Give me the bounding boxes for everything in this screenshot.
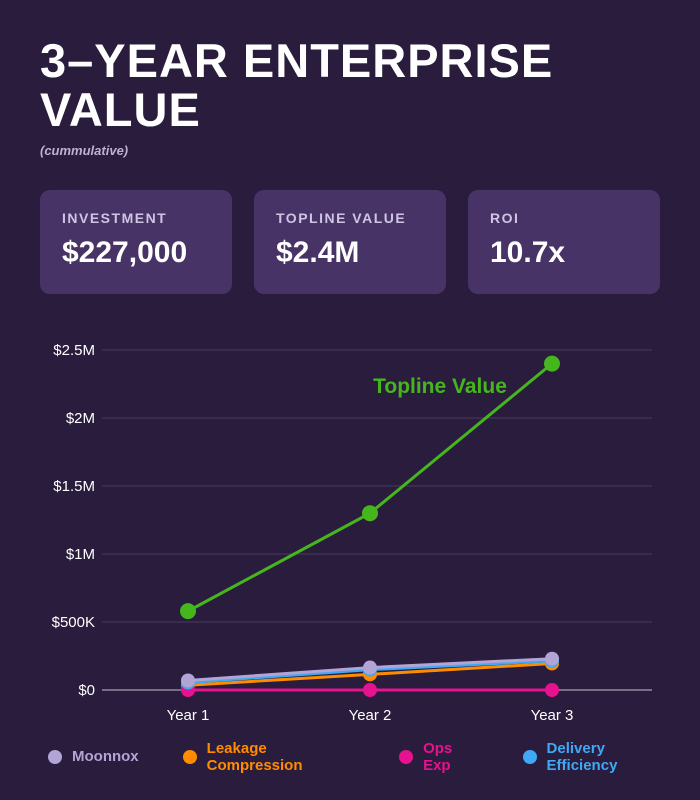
legend-item-leakage-compression: Leakage Compression bbox=[182, 739, 355, 774]
stat-label: INVESTMENT bbox=[62, 209, 168, 226]
legend-item-delivery-efficiency: Delivery Efficiency bbox=[522, 739, 670, 774]
data-point bbox=[363, 660, 377, 675]
line-chart: $0 $500K $1M $1.5M $2M $2.5M Year 1 Year 2 Year … bbox=[52, 342, 652, 724]
stat-value: $2.4M bbox=[276, 235, 360, 269]
data-point bbox=[363, 682, 377, 697]
series-annotation: Topline Value bbox=[373, 375, 507, 398]
legend-dot bbox=[48, 749, 62, 764]
stat-card-roi: ROI 10.7x bbox=[468, 189, 660, 294]
stat-cards: INVESTMENT $227,000 TOPLINE VALUE $2.4M … bbox=[40, 189, 670, 294]
stat-value: $227,000 bbox=[62, 235, 188, 269]
data-point bbox=[180, 602, 196, 619]
legend-item-ops-exp: Ops Exp bbox=[399, 740, 478, 774]
legend-item-moonnox: Moonnox bbox=[48, 748, 139, 765]
stat-value: 10.7x bbox=[490, 235, 566, 269]
stat-card-topline-value: TOPLINE VALUE $2.4M bbox=[254, 189, 446, 294]
page-subtitle: (cummulative) bbox=[40, 142, 129, 158]
y-tick-label: $0 bbox=[78, 682, 95, 699]
data-point bbox=[362, 504, 378, 521]
x-tick-label: Year 3 bbox=[531, 707, 574, 724]
series-line-topline-value bbox=[187, 362, 553, 613]
y-tick-label: $500K bbox=[52, 614, 95, 631]
legend-dot bbox=[522, 749, 537, 764]
legend-label: Moonnox bbox=[72, 748, 139, 766]
y-tick-label: $1M bbox=[66, 546, 95, 563]
data-point bbox=[544, 355, 560, 372]
legend-label: Ops Exp bbox=[423, 739, 453, 774]
chart-legend: Moonnox Leakage Compression Ops Exp Deliver… bbox=[40, 740, 670, 774]
page-title: 3–YEAR ENTERPRISE VALUE bbox=[40, 34, 554, 137]
stat-label: ROI bbox=[490, 209, 520, 226]
y-tick-label: $2.5M bbox=[53, 342, 95, 359]
y-tick-label: $2M bbox=[66, 410, 95, 427]
legend-label: Delivery Efficiency bbox=[546, 739, 618, 774]
stat-label: TOPLINE VALUE bbox=[276, 209, 407, 226]
stat-card-investment: INVESTMENT $227,000 bbox=[40, 189, 232, 294]
x-tick-label: Year 2 bbox=[349, 707, 392, 724]
data-point bbox=[181, 673, 195, 688]
data-point bbox=[545, 651, 559, 666]
y-tick-label: $1.5M bbox=[53, 478, 95, 495]
legend-dot bbox=[182, 749, 197, 764]
legend-label: Leakage Compression bbox=[206, 739, 303, 774]
data-point bbox=[545, 682, 559, 697]
legend-dot bbox=[399, 749, 414, 764]
enterprise-value-chart: $0 $500K $1M $1.5M $2M $2.5M Year 1 Year 2 Year … bbox=[40, 332, 670, 732]
x-tick-label: Year 1 bbox=[167, 707, 210, 724]
